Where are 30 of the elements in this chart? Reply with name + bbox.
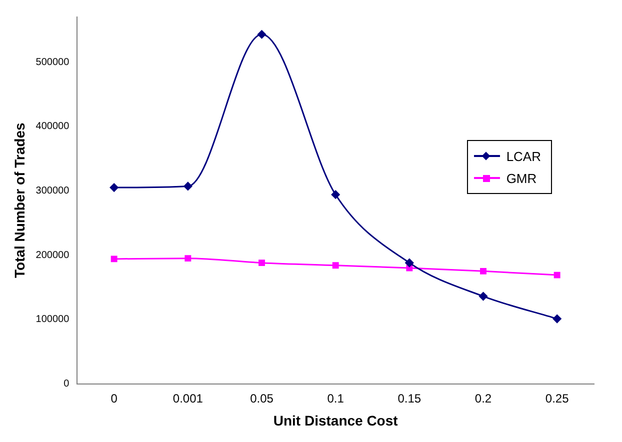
point bbox=[184, 182, 192, 190]
point bbox=[258, 30, 266, 39]
point bbox=[332, 262, 339, 269]
x-tick-label: 0.25 bbox=[545, 391, 570, 406]
legend-label: GMR bbox=[506, 170, 537, 186]
y-tick-label: 500000 bbox=[36, 56, 70, 68]
point bbox=[110, 256, 118, 262]
y-tick-label: 0 bbox=[64, 378, 70, 390]
y-tick-label: 300000 bbox=[36, 185, 70, 196]
x-tick-label: 0.001 bbox=[172, 391, 204, 406]
point bbox=[554, 272, 560, 278]
x-tick-label: 0.2 bbox=[474, 391, 492, 406]
point bbox=[258, 260, 265, 266]
point bbox=[405, 258, 414, 268]
point bbox=[331, 190, 340, 199]
legend-label: LCAR bbox=[506, 148, 541, 164]
x-tick-label: 0.05 bbox=[250, 391, 274, 406]
y-axis-title: Total Number of Trades bbox=[11, 122, 28, 278]
y-tick-label: 100000 bbox=[36, 314, 70, 326]
point bbox=[552, 314, 562, 324]
x-tick-label: 0.1 bbox=[327, 391, 344, 406]
y-tick-label: 400000 bbox=[36, 121, 70, 132]
x-axis-title: Unit Distance Cost bbox=[273, 412, 398, 428]
y-tick-label: 200000 bbox=[36, 250, 70, 261]
point bbox=[110, 183, 118, 192]
point bbox=[184, 255, 192, 262]
x-tick-label: 0.15 bbox=[398, 391, 422, 406]
point bbox=[479, 292, 488, 301]
point bbox=[480, 268, 486, 274]
x-tick-label: 0 bbox=[110, 391, 118, 406]
